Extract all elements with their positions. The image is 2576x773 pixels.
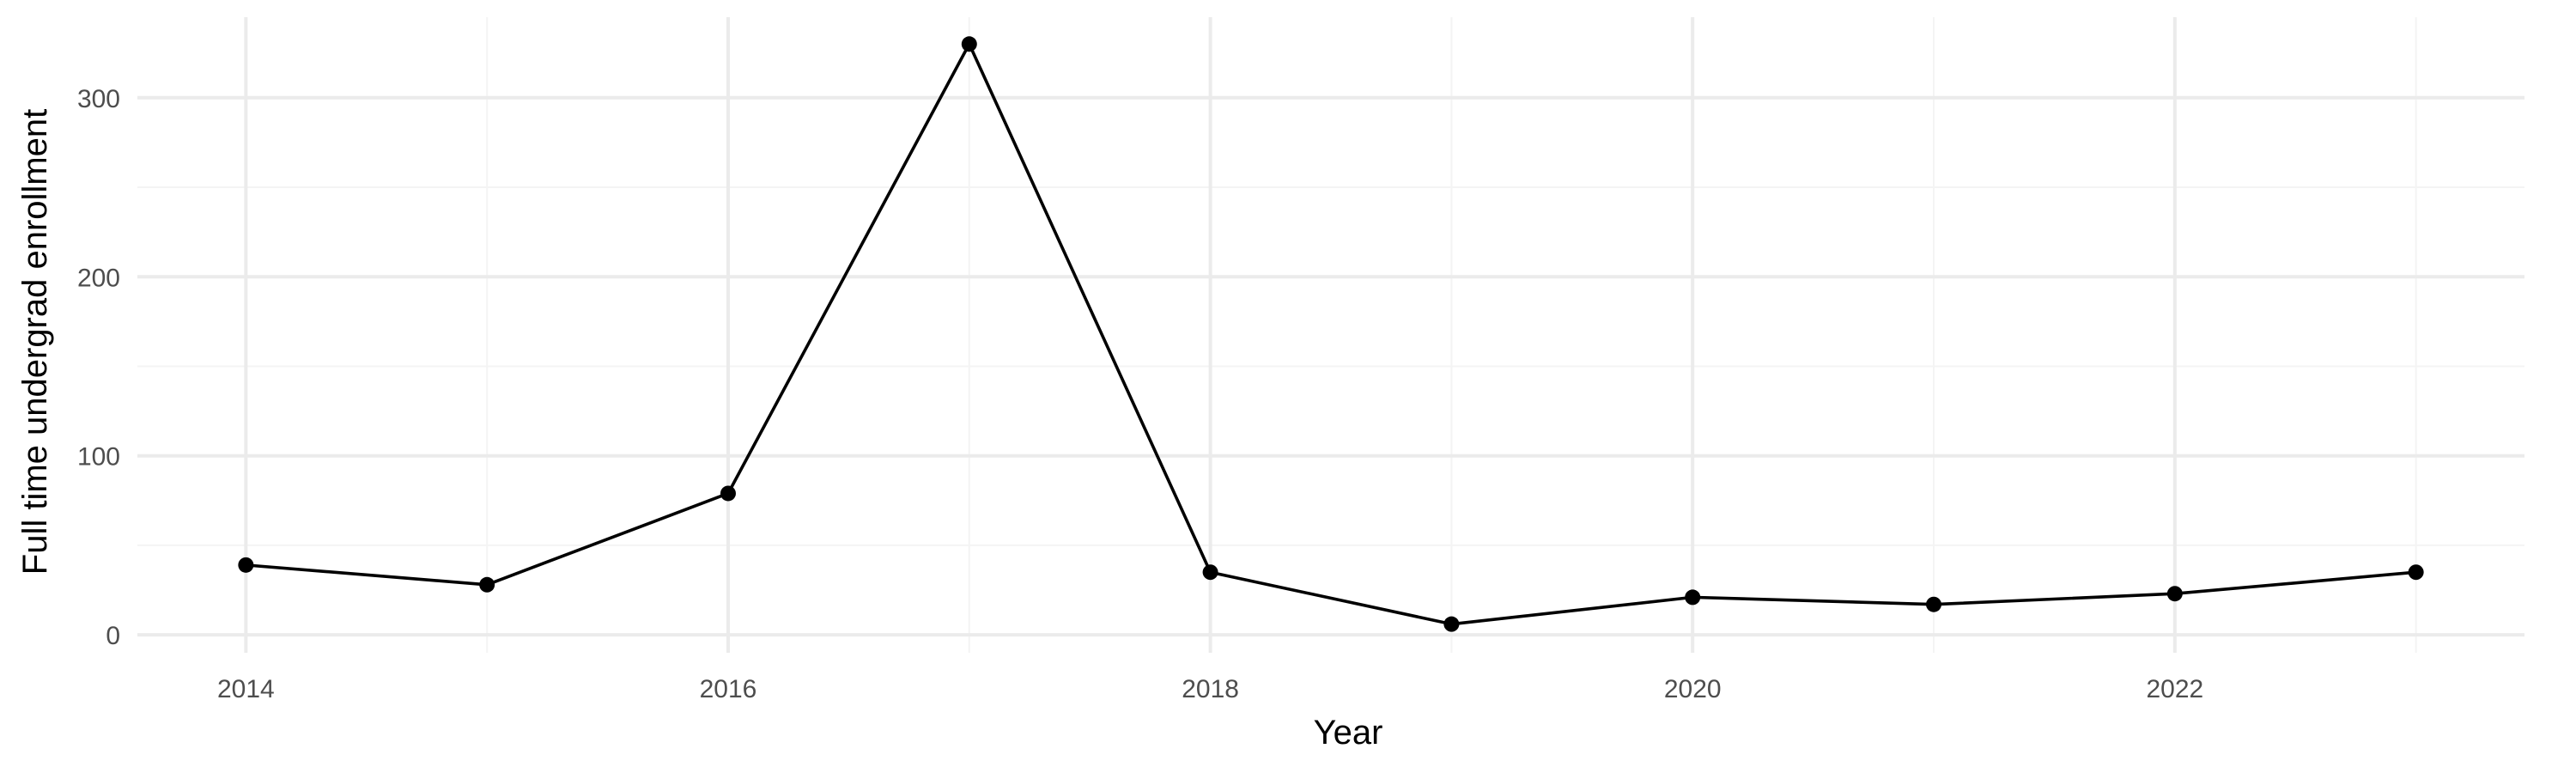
tick-labels: 2014 2016 2018 2020 2022 0 100 200 300	[77, 85, 2203, 703]
data-point	[1685, 589, 1701, 606]
x-tick-label: 2014	[217, 675, 275, 703]
x-tick-label: 2020	[1664, 675, 1722, 703]
x-axis-title: Year	[1314, 714, 1383, 752]
x-tick-label: 2018	[1182, 675, 1239, 703]
y-axis-title: Full time undergrad enrollment	[16, 109, 54, 575]
data-point	[2166, 586, 2183, 602]
series-layer	[238, 36, 2424, 632]
data-point	[479, 576, 495, 593]
data-point	[238, 557, 254, 573]
data-point	[720, 485, 736, 502]
grid	[137, 17, 2524, 653]
data-point	[961, 36, 977, 52]
data-point	[1202, 564, 1218, 581]
x-tick-label: 2016	[700, 675, 757, 703]
y-tick-label: 300	[77, 85, 120, 113]
series-line	[246, 42, 2416, 626]
data-point	[1443, 616, 1460, 632]
y-tick-label: 200	[77, 264, 120, 292]
y-tick-label: 0	[106, 622, 120, 650]
y-tick-label: 100	[77, 443, 120, 472]
data-point	[1926, 596, 1942, 612]
x-tick-label: 2022	[2146, 675, 2203, 703]
data-point	[2408, 564, 2424, 581]
